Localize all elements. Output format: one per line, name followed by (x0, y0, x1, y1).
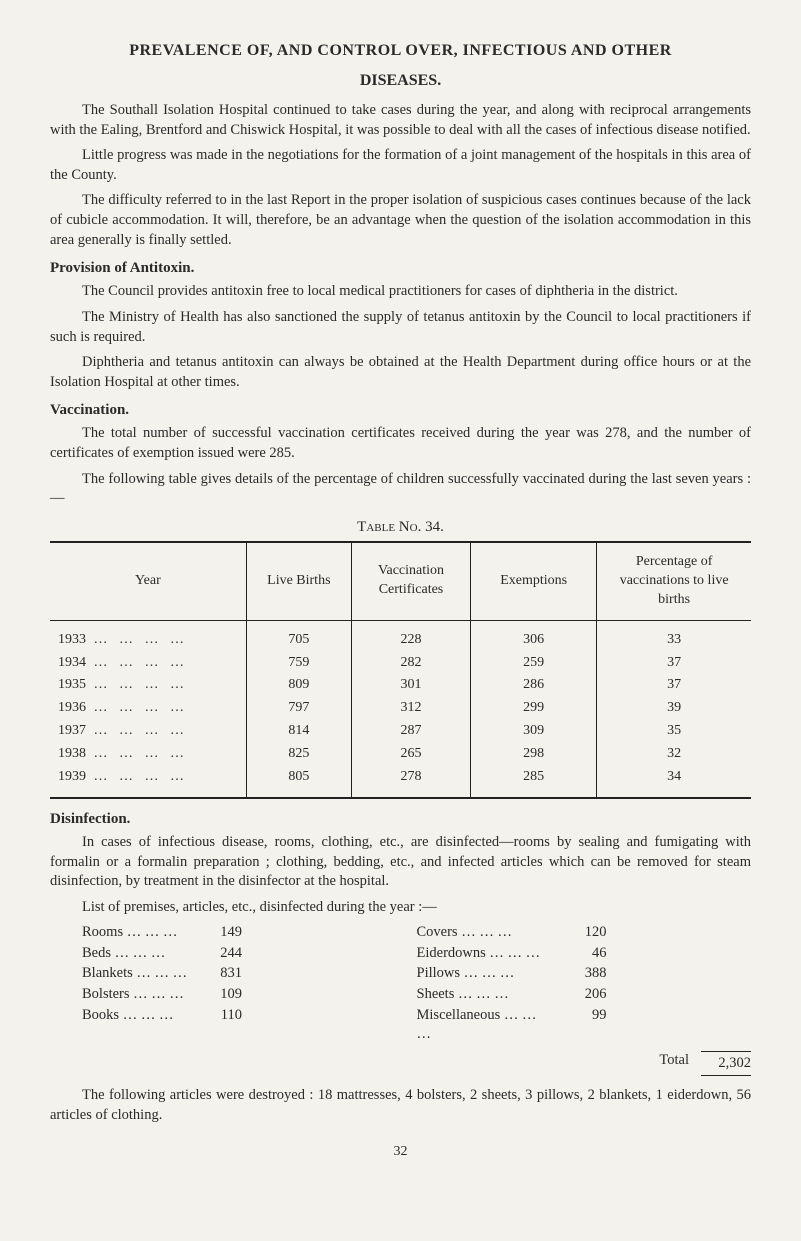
cell-pct: 33 (597, 620, 751, 651)
cell-pct: 32 (597, 743, 751, 766)
table-row: 1934 … … … …75928225937 (50, 652, 751, 675)
th-exempt: Exemptions (471, 542, 597, 620)
cell-exempt: 298 (471, 743, 597, 766)
table-row: 1935 … … … …80930128637 (50, 674, 751, 697)
antitoxin-paragraph-3: Diphtheria and tetanus antitoxin can alw… (50, 353, 751, 392)
table-caption: Table No. 34. (50, 517, 751, 537)
cell-certs: 312 (351, 697, 470, 720)
cell-pct: 34 (597, 766, 751, 798)
cell-exempt: 309 (471, 720, 597, 743)
cell-births: 814 (246, 720, 351, 743)
vaccination-table: Year Live Births Vaccination Certificate… (50, 541, 751, 799)
list-label: Miscellaneous … … … (417, 1006, 547, 1045)
th-year: Year (50, 542, 246, 620)
list-label: Eiderdowns … … … (417, 944, 547, 964)
total-value: 2,302 (701, 1051, 751, 1077)
cell-exempt: 299 (471, 697, 597, 720)
year-cell: 1934 … … … … (50, 652, 246, 675)
cell-pct: 37 (597, 652, 751, 675)
table-row: 1939 … … … …80527828534 (50, 766, 751, 798)
disinfection-paragraph-1: In cases of infectious disease, rooms, c… (50, 833, 751, 892)
cell-births: 825 (246, 743, 351, 766)
disinfection-paragraph-2: List of premises, articles, etc., disinf… (50, 898, 751, 918)
list-value: 109 (212, 985, 262, 1005)
cell-exempt: 259 (471, 652, 597, 675)
year-cell: 1936 … … … … (50, 697, 246, 720)
list-label: Sheets … … … (417, 985, 547, 1005)
cell-certs: 287 (351, 720, 470, 743)
list-row: Bolsters … … …109 Sheets … … …206 (82, 985, 751, 1005)
intro-paragraph-2: Little progress was made in the negotiat… (50, 146, 751, 185)
cell-certs: 265 (351, 743, 470, 766)
cell-births: 797 (246, 697, 351, 720)
cell-pct: 35 (597, 720, 751, 743)
list-row: Blankets … … …831 Pillows … … …388 (82, 964, 751, 984)
total-row: Total 2,302 (82, 1051, 751, 1077)
intro-paragraph-3: The difficulty referred to in the last R… (50, 191, 751, 250)
antitoxin-heading: Provision of Antitoxin. (50, 258, 751, 278)
year-cell: 1937 … … … … (50, 720, 246, 743)
table-row: 1933 … … … …70522830633 (50, 620, 751, 651)
list-value: 206 (547, 985, 607, 1005)
cell-exempt: 286 (471, 674, 597, 697)
table-row: 1938 … … … …82526529832 (50, 743, 751, 766)
year-cell: 1933 … … … … (50, 620, 246, 651)
list-value: 149 (212, 923, 262, 943)
vaccination-paragraph-2: The following table gives details of the… (50, 470, 751, 509)
th-pct: Percentage of vaccinations to live birth… (597, 542, 751, 620)
cell-births: 705 (246, 620, 351, 651)
cell-pct: 39 (597, 697, 751, 720)
th-births: Live Births (246, 542, 351, 620)
disinfection-heading: Disinfection. (50, 809, 751, 829)
cell-certs: 278 (351, 766, 470, 798)
list-row: Beds … … …244 Eiderdowns … … …46 (82, 944, 751, 964)
list-label: Covers … … … (417, 923, 547, 943)
list-row: Rooms … … …149 Covers … … …120 (82, 923, 751, 943)
year-cell: 1935 … … … … (50, 674, 246, 697)
table-row: 1936 … … … …79731229939 (50, 697, 751, 720)
page-title-line2: DISEASES. (50, 70, 751, 92)
list-value: 99 (547, 1006, 607, 1045)
list-row: Books … … …110 Miscellaneous … … …99 (82, 1006, 751, 1045)
cell-pct: 37 (597, 674, 751, 697)
cell-certs: 228 (351, 620, 470, 651)
cell-certs: 301 (351, 674, 470, 697)
intro-paragraph-1: The Southall Isolation Hospital continue… (50, 101, 751, 140)
list-value: 388 (547, 964, 607, 984)
cell-certs: 282 (351, 652, 470, 675)
list-value: 110 (212, 1006, 262, 1045)
disinfection-list: Rooms … … …149Covers … … …120Beds … … …2… (50, 923, 751, 1076)
total-label: Total (659, 1051, 689, 1077)
list-value: 831 (212, 964, 262, 984)
page-number: 32 (50, 1143, 751, 1162)
list-label: Rooms … … … (82, 923, 212, 943)
antitoxin-paragraph-2: The Ministry of Health has also sanction… (50, 308, 751, 347)
list-label: Books … … … (82, 1006, 212, 1045)
list-label: Beds … … … (82, 944, 212, 964)
year-cell: 1939 … … … … (50, 766, 246, 798)
list-value: 120 (547, 923, 607, 943)
table-row: 1937 … … … …81428730935 (50, 720, 751, 743)
cell-exempt: 285 (471, 766, 597, 798)
year-cell: 1938 … … … … (50, 743, 246, 766)
cell-births: 809 (246, 674, 351, 697)
list-label: Blankets … … … (82, 964, 212, 984)
list-value: 244 (212, 944, 262, 964)
page-title-line1: PREVALENCE OF, AND CONTROL OVER, INFECTI… (50, 40, 751, 62)
th-certs: Vaccination Certificates (351, 542, 470, 620)
cell-births: 805 (246, 766, 351, 798)
vaccination-paragraph-1: The total number of successful vaccinati… (50, 424, 751, 463)
cell-exempt: 306 (471, 620, 597, 651)
list-label: Bolsters … … … (82, 985, 212, 1005)
list-label: Pillows … … … (417, 964, 547, 984)
table-header-row: Year Live Births Vaccination Certificate… (50, 542, 751, 620)
cell-births: 759 (246, 652, 351, 675)
list-value: 46 (547, 944, 607, 964)
closing-paragraph: The following articles were destroyed : … (50, 1086, 751, 1125)
vaccination-heading: Vaccination. (50, 400, 751, 420)
antitoxin-paragraph-1: The Council provides antitoxin free to l… (50, 282, 751, 302)
